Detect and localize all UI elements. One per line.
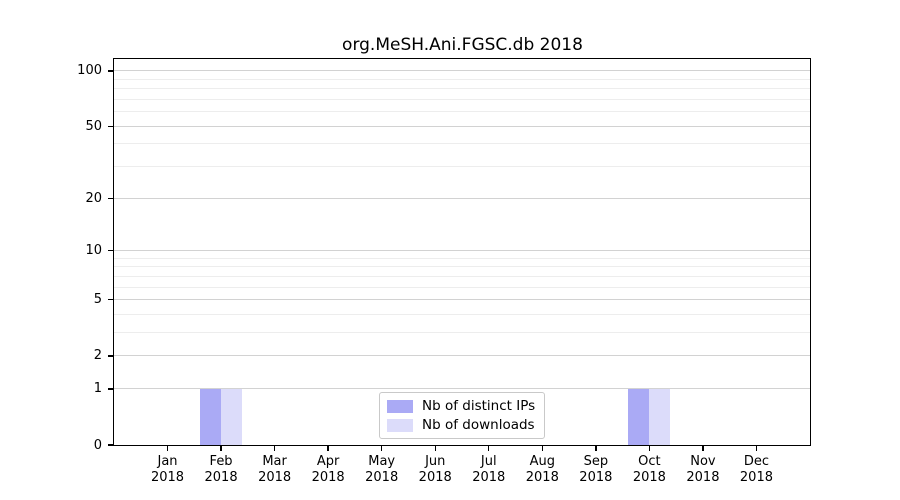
gridline-major [114,299,810,301]
gridline-minor [114,166,810,168]
y-tick-label: 5 [93,292,102,308]
legend-item: Nb of distinct IPs [387,398,535,414]
x-tick [541,446,543,451]
gridline-major [114,197,810,199]
legend-label: Nb of distinct IPs [422,398,536,414]
gridline-minor [114,275,810,277]
gridline-major [114,250,810,252]
x-tick-label: Aug 2018 [525,454,559,485]
x-tick [702,446,704,451]
legend-item: Nb of downloads [387,417,535,433]
y-tick-label: 2 [93,348,102,364]
x-tick [273,446,276,451]
gridline-major [114,70,810,72]
x-tick-label: Jul 2018 [472,454,506,485]
y-tick-label: 50 [85,118,102,134]
y-tick-label: 20 [85,190,102,206]
bar-distinct-ips [628,388,650,445]
x-tick [755,446,758,451]
x-tick [220,446,222,451]
bar-distinct-ips [200,388,222,445]
x-tick [434,446,436,451]
gridline-minor [114,98,810,100]
y-tick [107,299,113,301]
legend-label: Nb of downloads [422,417,535,433]
gridline-minor [114,78,810,80]
legend-swatch [387,399,413,413]
y-tick [107,355,113,357]
gridline-minor [114,314,810,316]
gridline-minor [114,143,810,145]
bar-downloads [221,388,243,445]
y-tick [107,444,113,446]
y-tick [107,249,113,252]
x-tick-label: Apr 2018 [311,454,345,485]
y-tick [107,125,113,127]
gridline-major [114,125,810,127]
y-tick-label: 100 [77,63,102,79]
gridline-minor [114,111,810,113]
y-tick-label: 10 [85,243,102,259]
y-tick [107,388,113,390]
x-tick-label: Mar 2018 [258,454,292,485]
gridline-minor [114,266,810,268]
x-tick-label: Feb 2018 [204,454,238,485]
x-tick [327,446,329,451]
chart-title: org.MeSH.Ani.FGSC.db 2018 [342,35,583,55]
bar-downloads [649,388,671,445]
y-tick [107,70,113,72]
x-tick-label: Dec 2018 [739,454,773,485]
y-tick-label: 1 [93,381,102,397]
gridline-minor [114,286,810,288]
gridline-minor [114,88,810,90]
gridline-minor [114,257,810,259]
x-tick [488,446,490,451]
x-tick [595,446,597,451]
y-tick [107,197,113,199]
gridline-minor [114,332,810,334]
x-tick-label: Sep 2018 [579,454,613,485]
legend: Nb of distinct IPs Nb of downloads [379,392,546,439]
gridline-major [114,388,810,390]
x-tick [166,446,169,451]
x-tick [380,446,383,451]
y-tick-label: 0 [93,437,102,453]
x-tick [648,446,651,451]
x-tick-label: May 2018 [365,454,399,485]
x-tick-label: Oct 2018 [632,454,666,485]
x-tick-label: Jan 2018 [150,454,185,485]
x-tick-label: Jun 2018 [418,454,452,485]
x-tick-label: Nov 2018 [686,454,720,485]
gridline-major [114,355,810,357]
plot-area: 0 1 2 5 10 20 50 100 Jan 2018 Feb 2018 Mar 2018 Apr… [77,58,811,485]
legend-swatch [387,418,413,432]
